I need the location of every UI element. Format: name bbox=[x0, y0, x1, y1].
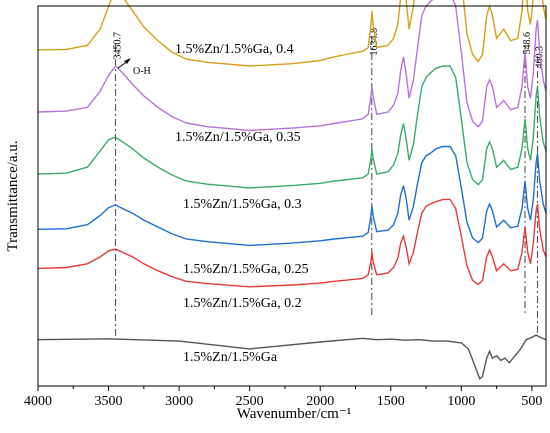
series-line-3 bbox=[37, 145, 547, 247]
x-tick-label-1500: 1500 bbox=[377, 394, 405, 409]
spectra bbox=[37, 0, 547, 380]
series-line-2 bbox=[37, 65, 547, 189]
series-label-5: 1.5%Zn/1.5%Ga bbox=[183, 350, 278, 365]
x-tick-label-3000: 3000 bbox=[165, 394, 193, 409]
peak-label-548.6: 548.6 bbox=[522, 32, 533, 55]
series-line-1 bbox=[37, 0, 547, 132]
plot-frame bbox=[37, 5, 547, 387]
oh-annotation: O-H bbox=[117, 58, 151, 77]
series-label-0: 1.5%Zn/1.5%Ga, 0.4 bbox=[175, 42, 294, 57]
series-label-3: 1.5%Zn/1.5%Ga, 0.25 bbox=[183, 262, 309, 277]
series-label-1: 1.5%Zn/1.5%Ga, 0.35 bbox=[175, 130, 301, 145]
series-line-4 bbox=[37, 198, 547, 288]
x-tick-label-3500: 3500 bbox=[95, 394, 123, 409]
peak-label-3450.7: 3450.7 bbox=[113, 32, 124, 60]
series-label-4: 1.5%Zn/1.5%Ga, 0.2 bbox=[183, 296, 302, 311]
series-line-0 bbox=[37, 0, 547, 67]
series-label-2: 1.5%Zn/1.5%Ga, 0.3 bbox=[183, 197, 302, 212]
x-axis-title: Wavenumber/cm⁻¹ bbox=[237, 406, 352, 422]
x-tick-label-500: 500 bbox=[521, 394, 542, 409]
x-tick-label-1000: 1000 bbox=[447, 394, 475, 409]
x-tick-label-2000: 2000 bbox=[306, 394, 334, 409]
oh-label: O-H bbox=[133, 66, 151, 77]
x-tick-label-2500: 2500 bbox=[236, 394, 264, 409]
series-line-5 bbox=[37, 334, 547, 380]
peak-label-1634.8: 1634.8 bbox=[369, 28, 380, 56]
y-axis-title: Transmittance/a.u. bbox=[5, 140, 21, 251]
x-tick-label-4000: 4000 bbox=[24, 394, 52, 409]
axis-ticks: 4000 3500 3000 2500 2000 1500 1000 500 bbox=[24, 386, 542, 409]
series-labels: 1.5%Zn/1.5%Ga, 0.4 1.5%Zn/1.5%Ga, 0.35 1.5… bbox=[175, 42, 309, 365]
